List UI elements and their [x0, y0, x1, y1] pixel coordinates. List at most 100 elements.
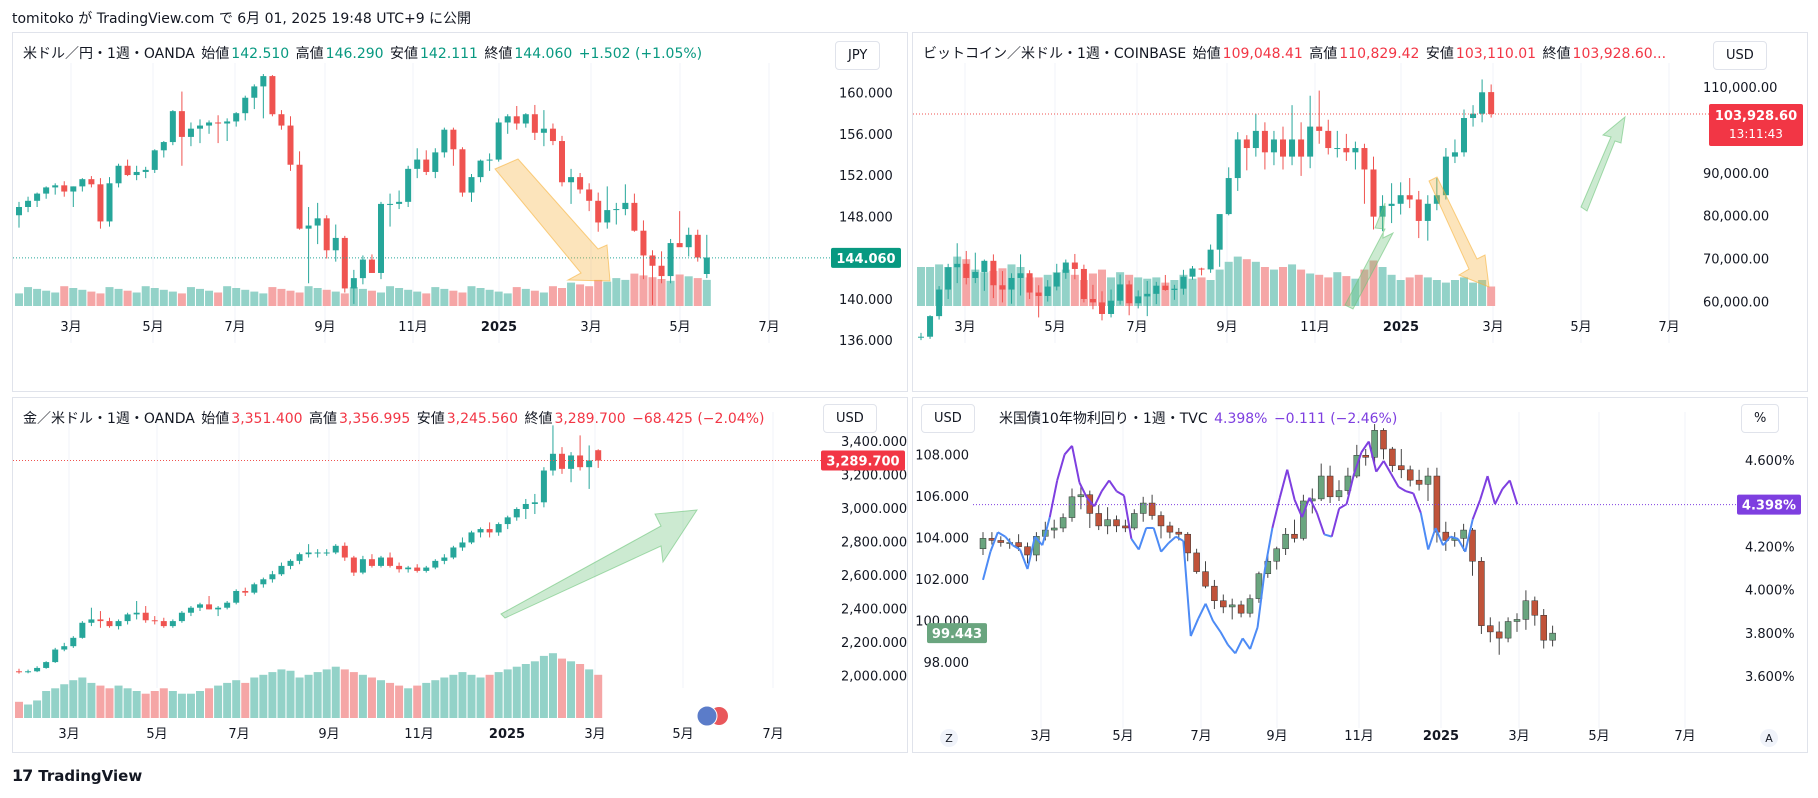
btcusd-chart-panel[interactable]: 110,000.00 90,000.00 80,000.00 70,000.00 60,…: [912, 32, 1808, 392]
us10y-left-unit-button[interactable]: USD: [921, 404, 975, 433]
us10y-chart-panel[interactable]: 108.000 106.000 104.000 102.000 100.000 98.00…: [912, 397, 1808, 753]
xauusd-last-price-label-bg: [821, 450, 905, 471]
candle-body: [1099, 302, 1105, 314]
volume-bar: [250, 291, 259, 306]
yield-line-segment: [1241, 637, 1251, 650]
candle-body: [160, 142, 167, 151]
volume-bar: [141, 286, 150, 306]
x-tick-label: 5月: [669, 320, 690, 335]
volume-bar: [1288, 264, 1297, 306]
candle-body: [70, 186, 77, 192]
volume-bar: [530, 290, 539, 306]
corner-z-badge: [940, 729, 958, 747]
candle-body: [215, 607, 222, 610]
y-tick-label: 156.000: [839, 128, 893, 143]
y-tick-label: 3.800%: [1745, 627, 1795, 642]
volume-bar: [1441, 282, 1450, 306]
volume-bar: [684, 276, 693, 306]
volume-bar: [675, 274, 684, 306]
yield-line-segment: [1405, 490, 1414, 495]
yield-line-segment: [1137, 527, 1148, 550]
dxy-candle-body: [1166, 525, 1174, 533]
candle-body: [187, 607, 194, 613]
volume-bar: [702, 279, 711, 306]
volume-bar: [521, 664, 530, 718]
candle-body: [676, 243, 683, 248]
volume-bar: [259, 293, 268, 306]
y-tick-label: 4.200%: [1745, 540, 1795, 555]
volume-bar: [585, 286, 594, 306]
candle-body: [25, 671, 32, 673]
candle-body: [486, 159, 493, 161]
xauusd-unit-button[interactable]: USD: [823, 404, 877, 433]
candle-body: [1225, 178, 1232, 215]
candle-body: [423, 159, 430, 172]
tradingview-footer[interactable]: 17 TradingView: [12, 766, 142, 785]
volume-bar: [639, 275, 648, 306]
candle-body: [1117, 284, 1124, 301]
usdjpy-unit-button[interactable]: JPY: [835, 41, 881, 70]
y-tick-label: 140.000: [839, 293, 893, 308]
dxy-candle-body: [1513, 619, 1521, 622]
candle-body: [414, 567, 421, 571]
yield-line-segment: [1412, 493, 1422, 514]
candle-body: [1180, 276, 1187, 289]
candle-body: [1071, 262, 1078, 269]
btcusd-chart[interactable]: 110,000.00 90,000.00 80,000.00 70,000.00 60,…: [913, 33, 1807, 391]
volume-bar: [123, 688, 132, 718]
candle-body: [1280, 139, 1286, 157]
xauusd-chart-panel[interactable]: 3,400.000 3,200.000 3,000.000 2,800.000 2,60…: [12, 397, 908, 753]
candle-body: [531, 114, 538, 133]
volume-bar: [358, 674, 367, 718]
candle-body: [1479, 92, 1486, 114]
usdjpy-chart[interactable]: 160.000156.000152.000148.000144.000140.0…: [13, 33, 907, 391]
x-tick-label: 9月: [1266, 729, 1287, 744]
candle-body: [631, 202, 638, 231]
volume-bar: [268, 672, 277, 718]
x-tick-label: 11月: [404, 727, 434, 742]
candle-body: [586, 460, 593, 468]
volume-bar: [186, 287, 195, 306]
yield-line-segment: [1116, 490, 1125, 497]
xauusd-chart[interactable]: 3,400.000 3,200.000 3,000.000 2,800.000 2,60…: [13, 398, 907, 752]
x-tick-label: 3月: [60, 320, 81, 335]
btcusd-unit-button[interactable]: USD: [1713, 41, 1767, 70]
volume-bar: [177, 693, 186, 718]
xauusd-title: 金／米ドル・1週・OANDA: [23, 411, 195, 427]
dxy-candle-body: [1433, 475, 1441, 533]
candle-body: [1008, 277, 1015, 290]
usdjpy-chart-panel[interactable]: 160.000156.000152.000148.000144.000140.0…: [12, 32, 908, 392]
candle-body: [414, 159, 421, 169]
dxy-candle-body: [1211, 585, 1218, 601]
yield-line-segment: [1197, 603, 1207, 620]
yield-line-segment: [1375, 460, 1385, 473]
us10y-chart[interactable]: 108.000106.000104.000102.000100.00098.00…: [913, 398, 1807, 752]
candle-body: [34, 667, 41, 672]
y-tick-label: 70,000.00: [1703, 253, 1769, 268]
candle-body: [387, 557, 394, 566]
y-tick-label: 2,600.000: [841, 569, 907, 584]
volume-bar: [150, 288, 159, 306]
candle-body: [160, 621, 167, 627]
yield-line-segment: [1204, 603, 1214, 622]
candle-body: [396, 201, 403, 204]
us10y-right-unit-button[interactable]: %: [1741, 404, 1780, 433]
x-tick-label: 2025: [1383, 320, 1419, 335]
volume-bar: [214, 685, 223, 718]
candle-body: [1343, 148, 1350, 153]
candle-body: [52, 185, 59, 188]
y-tick-label: 3,200.000: [841, 469, 907, 484]
candle-body: [1234, 139, 1241, 179]
candle-body: [450, 129, 457, 150]
volume-bar: [60, 286, 69, 306]
candle-body: [350, 557, 357, 573]
corner-a-label: A: [1765, 732, 1773, 745]
volume-bar: [431, 287, 440, 306]
candle-body: [260, 579, 267, 585]
candle-body: [1135, 296, 1142, 304]
usdjpy-open: 142.510: [231, 46, 290, 62]
volume-bar: [69, 680, 78, 718]
candle-body: [115, 621, 122, 627]
candle-body: [613, 209, 620, 211]
candle-body: [954, 263, 961, 268]
